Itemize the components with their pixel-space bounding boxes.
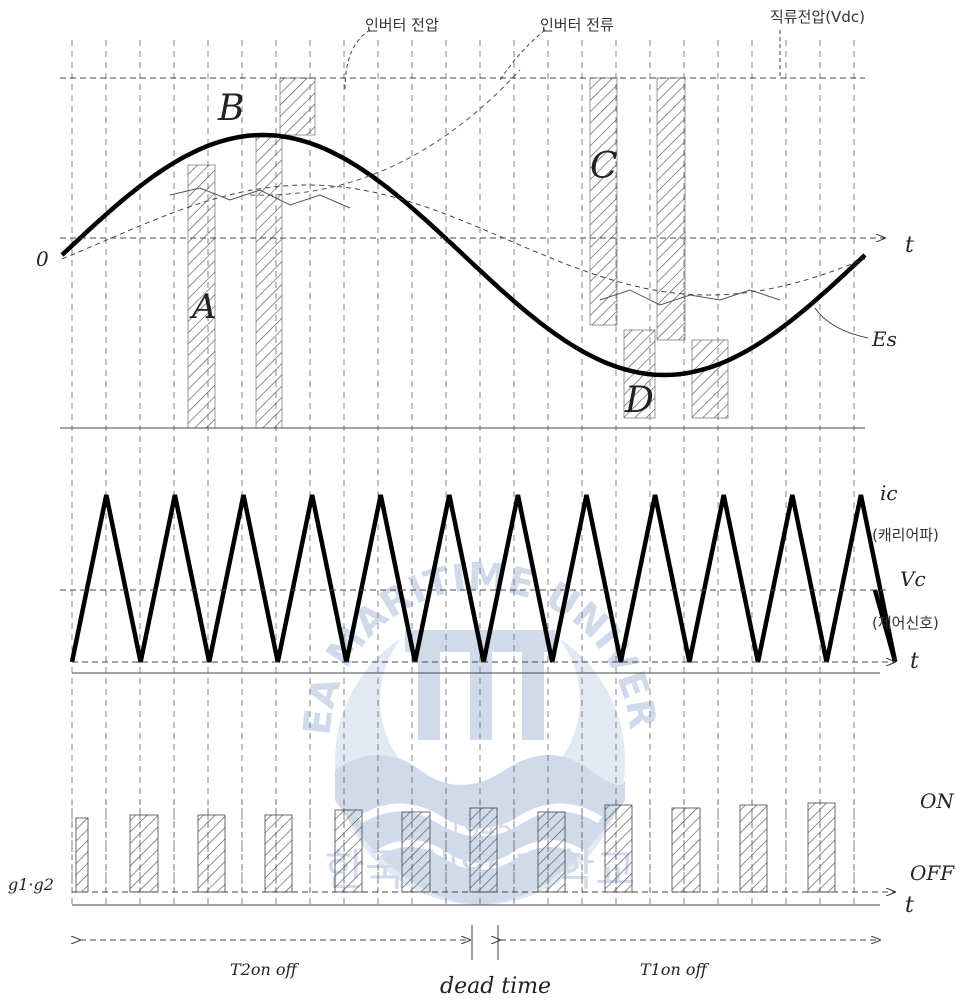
gate-pulse xyxy=(537,811,566,893)
leader-inverter-voltage xyxy=(344,29,371,91)
hatched-bars xyxy=(187,77,729,429)
current-ripple-top xyxy=(169,187,351,209)
hatched-bar xyxy=(255,134,283,429)
leader-inverter-current xyxy=(499,29,546,81)
waveforms xyxy=(60,69,898,663)
gate-pulse xyxy=(671,807,701,893)
gate-pulse xyxy=(197,814,226,893)
carrier-description: (캐리어파) xyxy=(872,526,939,544)
region-label-a: A xyxy=(189,287,217,327)
hatched-bar xyxy=(691,339,729,419)
hatched-bar xyxy=(656,77,686,341)
control-description: (제어신호) xyxy=(872,614,939,632)
gate-pulses xyxy=(71,800,855,893)
carrier-symbol: ic xyxy=(880,481,898,505)
control-symbol: Vc xyxy=(900,567,926,591)
inverter-current-wave xyxy=(61,184,866,296)
gate-pulse xyxy=(75,817,89,893)
gate-pulse xyxy=(334,809,363,893)
time-label-bottom: t xyxy=(905,893,914,918)
off-state-label: OFF xyxy=(910,861,955,885)
on-state-label: ON xyxy=(920,789,955,813)
origin-label: 0 xyxy=(36,247,49,271)
time-label-top: t xyxy=(905,233,914,258)
gate-pulse xyxy=(401,811,431,893)
dc-voltage-annotation: 직류전압(Vdc) xyxy=(770,8,865,26)
watermark-university-text: KOREA MARITIME UNIVERSITY xyxy=(0,0,665,737)
hatched-bar xyxy=(589,77,618,326)
gate-pulse xyxy=(469,807,498,893)
hatched-bar xyxy=(187,164,216,429)
t2-timing-label: T2on off xyxy=(230,960,300,979)
gate-pulse xyxy=(604,804,633,893)
gate-pulse xyxy=(807,802,836,893)
gate-label: g1·g2 xyxy=(8,875,54,894)
es-label: Es xyxy=(871,327,897,351)
inverter-current-annotation: 인버터 전류 xyxy=(540,16,614,34)
region-label-d: D xyxy=(624,380,654,421)
dashed-grid xyxy=(71,40,855,905)
t1-timing-label: T1on off xyxy=(640,960,710,979)
dead-time-label: dead time xyxy=(440,974,551,999)
hatched-bar xyxy=(279,77,316,136)
gate-pulse xyxy=(129,814,159,893)
gate-pulse xyxy=(264,814,293,893)
es-sine-wave xyxy=(60,132,867,378)
leader-es xyxy=(814,307,869,339)
gate-pulse xyxy=(739,804,768,893)
university-watermark: KOREA MARITIME UNIVERSITY 1945 한국 해양 대학교 xyxy=(0,0,665,905)
region-label-c: C xyxy=(590,146,618,187)
time-label-middle: t xyxy=(910,649,919,674)
inverter-voltage-annotation: 인버터 전압 xyxy=(365,16,439,34)
inverter-voltage-curve xyxy=(249,69,521,196)
current-ripple-bottom xyxy=(599,289,781,306)
carrier-triangle-wave xyxy=(69,494,898,663)
region-label-b: B xyxy=(217,88,244,129)
